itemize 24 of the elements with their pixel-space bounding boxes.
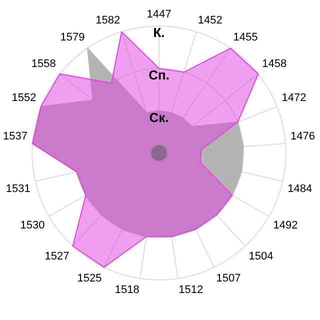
spoke-label: 1537 — [2, 130, 28, 143]
spoke-label: 1579 — [60, 31, 85, 44]
spoke-label: 1492 — [273, 220, 298, 232]
spoke-label: 1504 — [248, 250, 274, 262]
spoke-label: 1472 — [282, 92, 306, 104]
spoke-label: 1458 — [262, 58, 287, 70]
spoke-label: 1512 — [178, 284, 204, 296]
spoke-label: 1518 — [114, 284, 140, 296]
spoke-label: 1552 — [12, 92, 36, 104]
spoke-label: 1507 — [216, 272, 241, 284]
spoke-label: 1531 — [6, 182, 30, 195]
spoke-label: 1530 — [20, 220, 45, 232]
spoke-label: 1447 — [146, 8, 172, 21]
y-tick-label: Сп. — [148, 67, 170, 82]
spoke-label: 1525 — [77, 272, 102, 284]
y-tick-label: К. — [153, 25, 165, 40]
spoke-label: 1452 — [198, 14, 222, 26]
spoke-label: 1455 — [233, 31, 258, 44]
spoke-label: 1527 — [44, 250, 70, 262]
spoke-label: 1476 — [290, 130, 316, 143]
spoke-label: 1484 — [288, 182, 312, 195]
y-tick-label: Ск. — [149, 110, 169, 125]
spoke-label: 1582 — [96, 14, 120, 26]
spoke-label: 1558 — [31, 58, 56, 70]
